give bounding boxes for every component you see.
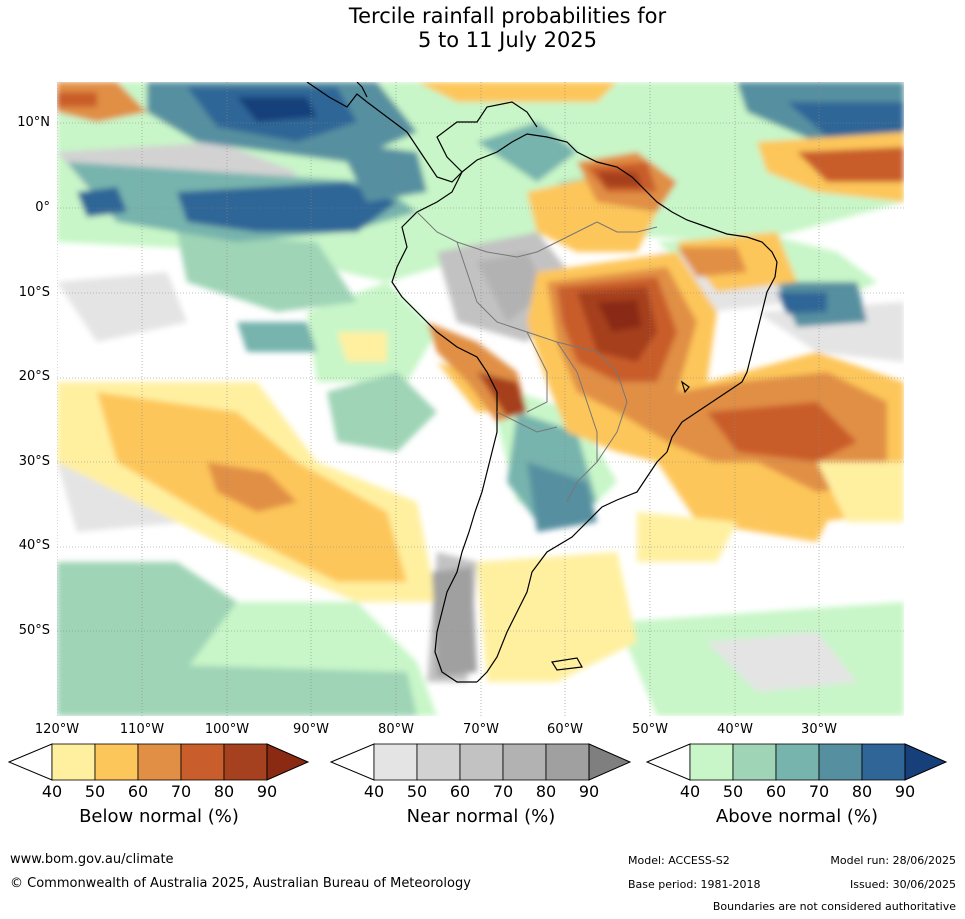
below-swatch-2	[137, 743, 182, 781]
above-swatch-2	[775, 743, 820, 781]
model-run-text: Model run: 28/06/2025	[830, 854, 956, 867]
below-tick-90: 90	[256, 782, 278, 801]
colorbar-near-normal	[330, 743, 632, 781]
lat-label-0: 0°	[35, 200, 50, 215]
above-tick-40: 40	[679, 782, 701, 801]
lon-label-30w: 30°W	[801, 722, 837, 737]
below-swatch-3	[180, 743, 225, 781]
lon-label-60w: 60°W	[547, 722, 583, 737]
above-tick-80: 80	[851, 782, 873, 801]
below-swatch-1	[94, 743, 139, 781]
graticule	[56, 82, 904, 716]
near-swatch-3	[502, 743, 547, 781]
below-swatch-5	[266, 743, 310, 781]
issued-text: Issued: 30/06/2025	[849, 878, 956, 891]
below-swatch-0	[51, 743, 96, 781]
above-tick-90: 90	[894, 782, 916, 801]
near-swatch-5	[588, 743, 632, 781]
title-line-2: 5 to 11 July 2025	[417, 28, 598, 52]
above-tick-60: 60	[765, 782, 787, 801]
near-tick-50: 50	[406, 782, 428, 801]
below-tick-70: 70	[170, 782, 192, 801]
below-tick-50: 50	[84, 782, 106, 801]
below-tick-60: 60	[127, 782, 149, 801]
title-line-1: Tercile rainfall probabilities for	[348, 4, 667, 28]
near-swatch-1	[416, 743, 461, 781]
near-swatch-2	[459, 743, 504, 781]
near-tick-60: 60	[449, 782, 471, 801]
map-svg	[56, 81, 904, 716]
lon-label-100w: 100°W	[204, 722, 250, 737]
lat-label-40s: 40°S	[18, 538, 50, 553]
lon-label-90w: 90°W	[293, 722, 329, 737]
below-normal-title: Below normal (%)	[79, 806, 239, 827]
lon-label-120w: 120°W	[34, 722, 80, 737]
near-tick-80: 80	[535, 782, 557, 801]
below-tick-80: 80	[213, 782, 235, 801]
above-swatch-4	[861, 743, 906, 781]
chart-title: Tercile rainfall probabilities for 5 to …	[0, 4, 965, 52]
near-swatch-4	[545, 743, 590, 781]
forecast-map	[56, 81, 904, 716]
above-tick-70: 70	[808, 782, 830, 801]
lat-label-20s: 20°S	[18, 369, 50, 384]
colorbar-above-normal	[646, 743, 948, 781]
lon-label-70w: 70°W	[463, 722, 499, 737]
near-normal-title: Near normal (%)	[406, 806, 556, 827]
near-tick-40: 40	[363, 782, 385, 801]
above-swatch-3	[818, 743, 863, 781]
near-tick-70: 70	[492, 782, 514, 801]
colorbar-below-normal	[8, 743, 310, 781]
lon-label-80w: 80°W	[378, 722, 414, 737]
disclaimer-text: Boundaries are not considered authoritat…	[712, 900, 956, 913]
country-borders	[416, 211, 658, 503]
near-swatch-0	[373, 743, 418, 781]
above-normal-title: Above normal (%)	[715, 806, 879, 827]
near-tick-90: 90	[578, 782, 600, 801]
above-swatch-5	[904, 743, 948, 781]
below-tick-40: 40	[41, 782, 63, 801]
above-swatch-0	[689, 743, 734, 781]
lon-label-40w: 40°W	[717, 722, 753, 737]
below-swatch-4	[223, 743, 268, 781]
lat-label-10n: 10°N	[17, 115, 50, 130]
lon-label-110w: 110°W	[119, 722, 165, 737]
lon-label-50w: 50°W	[632, 722, 668, 737]
above-tick-50: 50	[722, 782, 744, 801]
above-swatch-1	[732, 743, 777, 781]
lat-label-30s: 30°S	[18, 454, 50, 469]
base-period-text: Base period: 1981-2018	[628, 878, 761, 891]
model-text: Model: ACCESS-S2	[628, 854, 730, 867]
website-link[interactable]: www.bom.gov.au/climate	[10, 852, 174, 867]
copyright-text: © Commonwealth of Australia 2025, Austra…	[10, 876, 471, 891]
lat-label-50s: 50°S	[18, 623, 50, 638]
probability-field	[57, 82, 904, 716]
lat-label-10s: 10°S	[18, 285, 50, 300]
